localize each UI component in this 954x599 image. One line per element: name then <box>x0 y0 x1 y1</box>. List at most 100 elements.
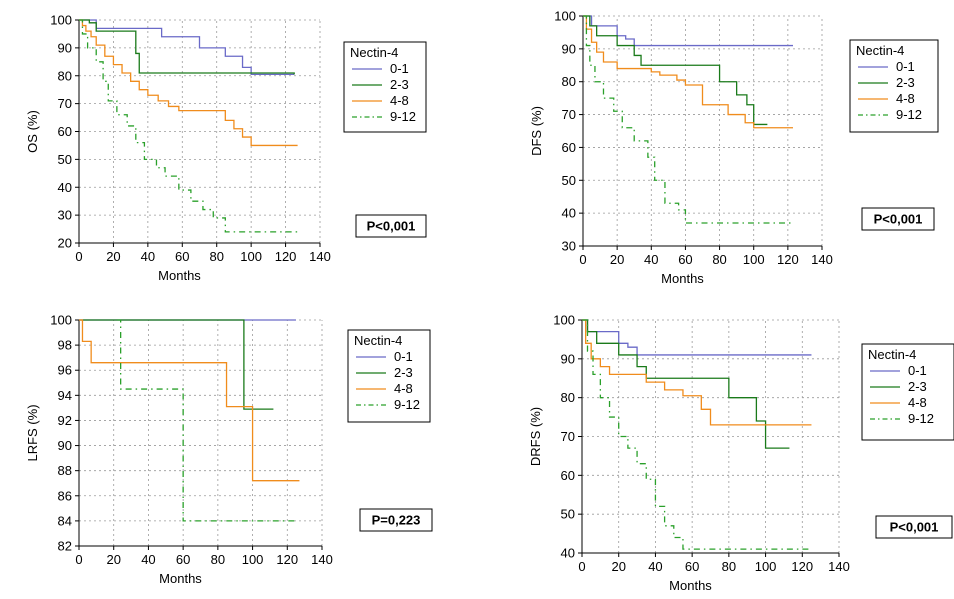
y-tick-label: 100 <box>554 9 576 24</box>
y-tick-label: 90 <box>562 41 576 56</box>
y-tick-label: 60 <box>562 140 576 155</box>
x-tick-label: 100 <box>242 552 264 567</box>
y-tick-label: 50 <box>561 507 575 522</box>
series-line-9-12 <box>582 319 812 550</box>
legend: Nectin-40-12-34-89-12 <box>849 39 939 133</box>
series-line-0-1 <box>79 19 295 76</box>
x-tick-label: 120 <box>275 249 297 264</box>
y-tick-label: 70 <box>561 429 575 444</box>
series-line-4-8 <box>79 319 300 482</box>
series-line-2-3 <box>583 15 768 126</box>
y-tick-label: 90 <box>561 351 575 366</box>
x-tick-label: 140 <box>828 559 850 574</box>
series-line-4-8 <box>582 319 812 426</box>
legend-item-label: 4-8 <box>390 93 409 108</box>
x-tick-label: 80 <box>712 252 726 267</box>
pvalue-box <box>875 515 953 539</box>
legend-item-label: 4-8 <box>394 381 413 396</box>
y-tick-label: 94 <box>58 388 72 403</box>
x-tick-label: 0 <box>75 552 82 567</box>
y-tick-label: 40 <box>561 546 575 561</box>
legend-title: Nectin-4 <box>868 347 916 362</box>
y-axis-label: OS (%) <box>25 110 40 153</box>
x-tick-label: 40 <box>648 559 662 574</box>
x-tick-label: 80 <box>211 552 225 567</box>
series-line-2-3 <box>79 19 295 75</box>
y-tick-label: 60 <box>58 124 72 139</box>
x-tick-label: 60 <box>678 252 692 267</box>
legend-box <box>347 329 431 423</box>
legend-title: Nectin-4 <box>350 45 398 60</box>
x-axis-label: Months <box>159 571 202 586</box>
y-tick-label: 30 <box>58 208 72 223</box>
series-line-0-1 <box>582 319 812 356</box>
x-tick-label: 40 <box>141 552 155 567</box>
x-tick-label: 20 <box>106 552 120 567</box>
y-tick-label: 96 <box>58 363 72 378</box>
x-tick-label: 0 <box>75 249 82 264</box>
y-axis-label: LRFS (%) <box>25 404 40 461</box>
y-tick-label: 80 <box>561 390 575 405</box>
series-line-9-12 <box>583 15 793 224</box>
y-tick-label: 50 <box>562 173 576 188</box>
y-tick-label: 100 <box>50 13 72 28</box>
legend-title: Nectin-4 <box>856 43 904 58</box>
legend-item-label: 4-8 <box>896 91 915 106</box>
pvalue-label: P<0,001 <box>367 219 416 234</box>
legend-item-label: 4-8 <box>908 395 927 410</box>
pvalue-label: P<0,001 <box>890 520 939 535</box>
y-axis-label: DFS (%) <box>529 106 544 156</box>
y-tick-label: 40 <box>58 180 72 195</box>
x-tick-label: 140 <box>309 249 331 264</box>
x-axis-label: Months <box>669 578 712 593</box>
legend-item-label: 9-12 <box>390 109 416 124</box>
series-line-4-8 <box>583 15 793 129</box>
legend-item-label: 9-12 <box>896 107 922 122</box>
legend-item-label: 2-3 <box>896 75 915 90</box>
y-tick-label: 70 <box>562 107 576 122</box>
legend-box <box>849 39 939 133</box>
y-tick-label: 90 <box>58 438 72 453</box>
chart-drfs: 40 50 60 70 80 90 100 0 20 40 60 80 100 120 140 Months D… <box>528 313 954 593</box>
series-line-9-12 <box>79 19 298 233</box>
legend: Nectin-40-12-34-89-12 <box>347 329 431 423</box>
x-tick-label: 20 <box>610 252 624 267</box>
y-tick-label: 40 <box>562 206 576 221</box>
x-tick-label: 120 <box>777 252 799 267</box>
x-tick-label: 80 <box>209 249 223 264</box>
y-tick-label: 82 <box>58 539 72 554</box>
x-axis-label: Months <box>661 271 704 286</box>
y-tick-label: 92 <box>58 413 72 428</box>
y-tick-label: 70 <box>58 96 72 111</box>
y-tick-label: 30 <box>562 239 576 254</box>
legend-item-label: 2-3 <box>908 379 927 394</box>
x-tick-label: 140 <box>811 252 833 267</box>
x-tick-label: 80 <box>722 559 736 574</box>
y-tick-label: 88 <box>58 463 72 478</box>
pvalue-box <box>861 207 935 231</box>
legend-box <box>343 41 427 133</box>
legend-item-label: 0-1 <box>390 61 409 76</box>
x-tick-label: 20 <box>106 249 120 264</box>
legend-item-label: 2-3 <box>390 77 409 92</box>
x-tick-label: 60 <box>685 559 699 574</box>
y-tick-label: 100 <box>553 313 575 328</box>
x-tick-label: 100 <box>240 249 262 264</box>
x-tick-label: 0 <box>579 252 586 267</box>
x-tick-label: 140 <box>311 552 333 567</box>
legend-box <box>861 343 954 441</box>
pvalue-box <box>355 214 427 238</box>
pvalue-label: P<0,001 <box>874 212 923 227</box>
x-tick-label: 40 <box>644 252 658 267</box>
x-tick-label: 20 <box>611 559 625 574</box>
pvalue-label: P=0,223 <box>372 513 421 528</box>
y-tick-label: 20 <box>58 236 72 251</box>
x-tick-label: 0 <box>578 559 585 574</box>
x-tick-label: 60 <box>176 552 190 567</box>
y-tick-label: 84 <box>58 513 72 528</box>
legend-item-label: 0-1 <box>908 363 927 378</box>
y-tick-label: 100 <box>50 313 72 328</box>
chart-lrfs: 82 84 86 88 90 92 94 96 98 100 0 20 40 60 80 100 120 140 M… <box>25 313 433 586</box>
